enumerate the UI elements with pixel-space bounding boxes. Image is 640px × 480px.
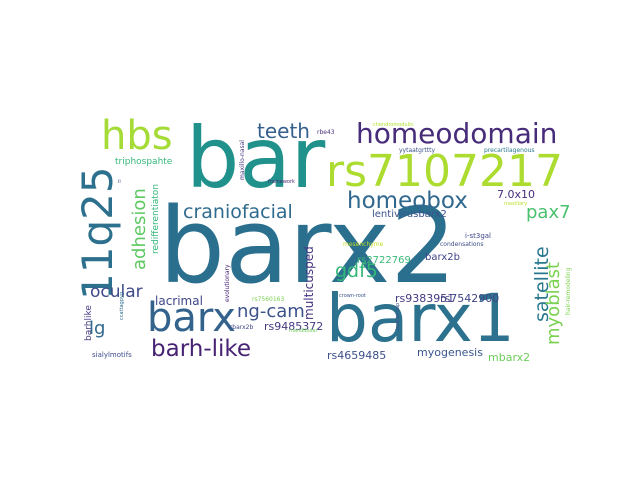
word-ng-cam: ng-cam (237, 301, 305, 322)
word-multicusped: multicusped (302, 246, 316, 320)
word-maxillary: maxillary (504, 201, 528, 207)
word-i-st3gal: i-st3gal (465, 232, 491, 240)
word-mesenchyme: mesenchyme (343, 241, 384, 248)
word-barx1: barx1 (326, 280, 515, 357)
word-sialylmotifs: sialylmotifs (92, 351, 132, 359)
word-rbe43: rbe43 (317, 129, 335, 136)
word-lg: lg (89, 318, 106, 339)
word-rs9485372: rs9485372 (264, 320, 324, 333)
word-homeodomain: homeodomain (356, 117, 558, 150)
word-barhlike: barhlike (84, 305, 94, 341)
word-ocular: ocular (90, 282, 143, 302)
word-maxillo-nasal: maxillo-nasal (239, 140, 246, 180)
word-barx: barx (147, 295, 236, 341)
word-yytaatgrttty: yytaatgrttty (399, 147, 436, 154)
word-evolutionary: evolutionary (224, 264, 231, 302)
word-7-0x10: 7.0x10 (497, 188, 536, 201)
word-redifferentiaton: redifferentiaton (151, 183, 161, 254)
word-barx2b: barx2b (425, 252, 460, 263)
word-lentivirusbarx2: lentivirusbarx2 (372, 209, 447, 220)
word-bud-to-cap: bud-to-cap (395, 302, 401, 330)
word-rs2722769: rs2722769 (357, 255, 411, 266)
word-triphospahte: triphospahte (115, 157, 173, 167)
word-barh-like: barh-like (151, 336, 252, 362)
word-teeth: teeth (257, 119, 310, 143)
word-bar: bar (186, 109, 326, 207)
word-rs4659485: rs4659485 (327, 349, 387, 362)
word-myoblast: myoblast (543, 261, 564, 345)
word-mandibular: mandibular (289, 328, 318, 334)
word-gdf5: gdf5 (335, 260, 378, 282)
word-rs7560163: rs7560163 (252, 296, 285, 303)
word-chondromodulin: chondromodulin (373, 122, 414, 128)
word-ii: ii (118, 179, 121, 185)
word-rs7542900: rs7542900 (440, 292, 500, 305)
word-myogenesis: myogenesis (417, 346, 483, 359)
word-rs9383951: rs9383951 (395, 292, 455, 305)
word-11q25: 11q25 (73, 166, 122, 300)
word-mbarx2: mbarx2 (488, 351, 531, 364)
word-crown-root: crown-root (339, 293, 366, 299)
word-ccattagpyg: ccattagpyg (119, 291, 125, 320)
word-condensations: condensations (440, 241, 484, 248)
word-hair-remodeling: hair-remodeling (565, 267, 572, 315)
word-rs7107217: rs7107217 (326, 146, 563, 197)
word-craniofacial: craniofacial (183, 201, 293, 223)
word-pax7: pax7 (526, 202, 571, 223)
word-barx2: barx2 (159, 185, 457, 307)
word-precartilagenous: precartilagenous (484, 147, 535, 154)
word-homeobox: homeobox (347, 188, 468, 214)
word-adhesion: adhesion (129, 188, 150, 270)
word-cbarx2b: cbarx2b (229, 324, 254, 331)
word-hbs: hbs (101, 113, 173, 159)
word-framework: framework (268, 179, 295, 185)
word-lacrimal: lacrimal (155, 294, 203, 308)
